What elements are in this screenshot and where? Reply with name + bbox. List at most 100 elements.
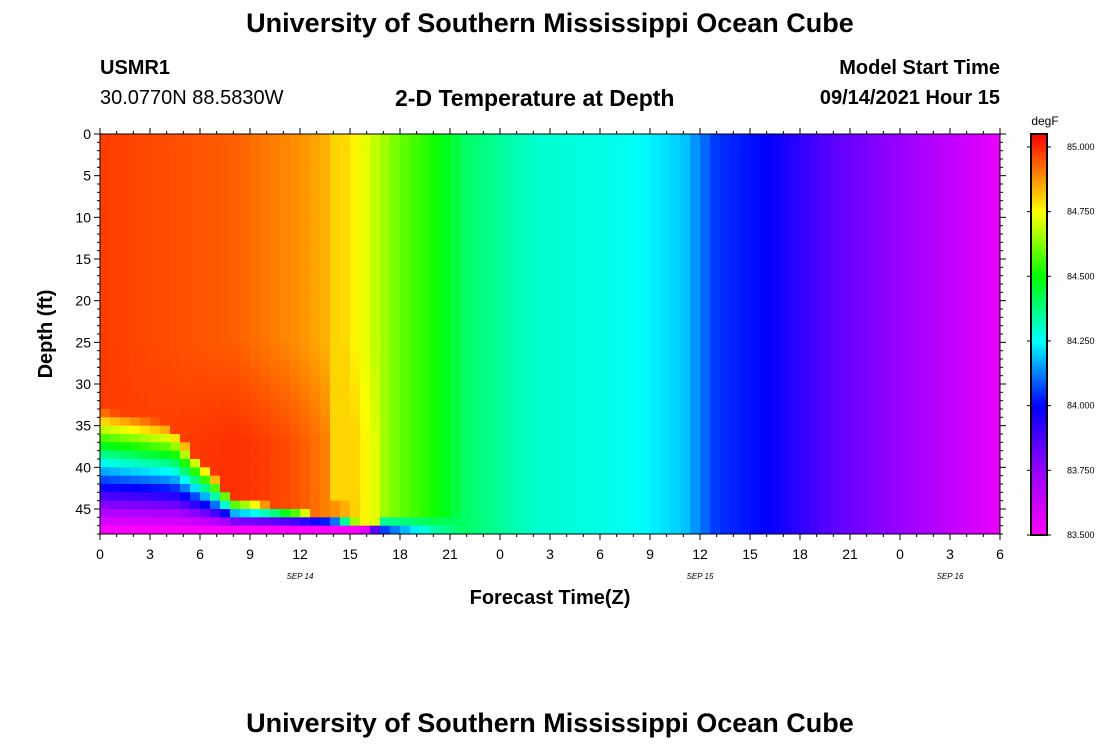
heatmap-cell (110, 309, 121, 318)
heatmap-cell (740, 467, 751, 477)
heatmap-cell (780, 200, 791, 210)
heatmap-cell (900, 375, 911, 385)
heatmap-cell (550, 284, 561, 293)
heatmap-cell (260, 250, 271, 260)
heatmap-cell (890, 392, 901, 402)
heatmap-cell (570, 359, 581, 368)
heatmap-cell (560, 309, 571, 318)
heatmap-cell (760, 284, 771, 293)
heatmap-cell (250, 300, 261, 310)
heatmap-cell (230, 225, 241, 235)
heatmap-cell (590, 392, 601, 402)
heatmap-cell (860, 342, 871, 352)
heatmap-cell (360, 267, 371, 277)
heatmap-cell (490, 384, 501, 393)
heatmap-cell (590, 459, 601, 468)
heatmap-cell (940, 284, 951, 293)
heatmap-cell (110, 367, 121, 377)
heatmap-cell (340, 525, 351, 534)
heatmap-cell (580, 450, 591, 460)
heatmap-cell (940, 217, 951, 227)
heatmap-cell (870, 159, 881, 168)
heatmap-cell (680, 317, 691, 327)
heatmap-cell (740, 292, 751, 302)
heatmap-cell (630, 400, 641, 410)
heatmap-cell (250, 392, 261, 402)
heatmap-cell (450, 309, 461, 318)
heatmap-cell (550, 175, 561, 185)
heatmap-cell (690, 409, 701, 418)
heatmap-cell (630, 417, 641, 427)
heatmap-cell (900, 225, 911, 235)
heatmap-cell (410, 434, 421, 443)
y-tick-label: 20 (75, 293, 91, 309)
heatmap-cell (930, 417, 941, 427)
heatmap-cell (310, 509, 321, 518)
heatmap-cell (110, 325, 121, 335)
heatmap-cell (840, 525, 851, 534)
heatmap-cell (880, 467, 891, 477)
heatmap-cell (500, 459, 511, 468)
heatmap-cell (470, 259, 481, 268)
heatmap-cell (660, 159, 671, 168)
heatmap-cell (890, 384, 901, 393)
heatmap-cell (840, 217, 851, 227)
heatmap-cell (890, 434, 901, 443)
heatmap-cell (400, 234, 411, 243)
heatmap-cell (300, 225, 311, 235)
heatmap-cell (160, 367, 171, 377)
heatmap-cell (920, 225, 931, 235)
heatmap-cell (240, 375, 251, 385)
heatmap-cell (940, 375, 951, 385)
colorbar-unit: degF (1031, 114, 1058, 128)
heatmap-cell (700, 342, 711, 352)
heatmap-cell (310, 467, 321, 477)
heatmap-cell (620, 459, 631, 468)
heatmap-cell (410, 517, 421, 527)
heatmap-cell (900, 509, 911, 518)
heatmap-cell (730, 484, 741, 493)
heatmap-cell (810, 350, 821, 360)
heatmap-cell (780, 317, 791, 327)
heatmap-cell (200, 192, 211, 202)
heatmap-cell (440, 317, 451, 327)
heatmap-cell (470, 367, 481, 377)
heatmap-cell (340, 209, 351, 218)
heatmap-cell (760, 267, 771, 277)
heatmap-cell (890, 400, 901, 410)
heatmap-cell (810, 400, 821, 410)
heatmap-cell (450, 342, 461, 352)
heatmap-cell (430, 292, 441, 302)
heatmap-cell (280, 467, 291, 477)
heatmap-cell (840, 434, 851, 443)
heatmap-cell (660, 225, 671, 235)
heatmap-cell (790, 509, 801, 518)
heatmap-cell (210, 334, 221, 343)
heatmap-cell (970, 300, 981, 310)
heatmap-cell (260, 134, 271, 143)
heatmap-cell (370, 250, 381, 260)
heatmap-cell (920, 500, 931, 510)
heatmap-cell (480, 517, 491, 527)
heatmap-cell (860, 450, 871, 460)
heatmap-cell (350, 342, 361, 352)
heatmap-cell (560, 475, 571, 485)
heatmap-cell (920, 242, 931, 252)
heatmap-cell (180, 484, 191, 493)
heatmap-cell (600, 159, 611, 168)
heatmap-cell (160, 467, 171, 477)
heatmap-cell (100, 392, 111, 402)
colorbar-segment (1031, 494, 1047, 499)
heatmap-cell (650, 425, 661, 435)
heatmap-cell (620, 500, 631, 510)
heatmap-cell (430, 442, 441, 452)
heatmap-cell (940, 384, 951, 393)
heatmap-cell (720, 134, 731, 143)
heatmap-cell (980, 184, 991, 193)
heatmap-cell (220, 350, 231, 360)
heatmap-cell (390, 267, 401, 277)
heatmap-cell (800, 342, 811, 352)
heatmap-cell (570, 400, 581, 410)
heatmap-cell (360, 492, 371, 502)
heatmap-cell (230, 184, 241, 193)
